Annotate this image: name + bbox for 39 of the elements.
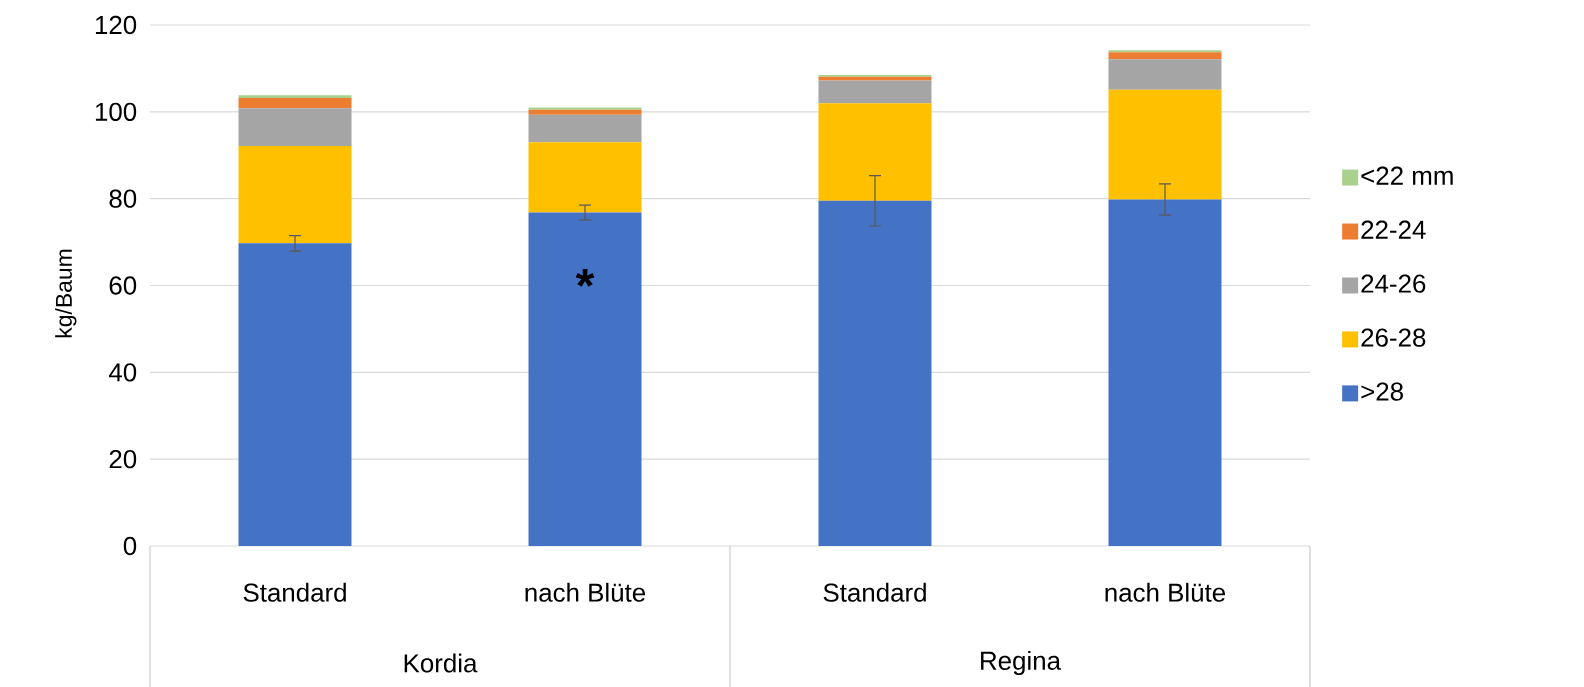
bar — [238, 97, 352, 109]
bar — [528, 109, 642, 115]
bar — [528, 114, 642, 143]
legend-label: <22 mm — [1361, 166, 1453, 185]
bar — [528, 107, 642, 110]
y-tick-label: 0 — [123, 536, 137, 556]
y-tick-label: 20 — [109, 449, 137, 469]
x-tick-label: nach Blüte — [1105, 582, 1225, 602]
bar — [238, 108, 352, 147]
bar — [238, 146, 352, 244]
bar — [818, 76, 932, 81]
legend-label: 22-24 — [1361, 220, 1426, 239]
x-tick-label: Standard — [823, 582, 926, 602]
bar — [1108, 52, 1222, 60]
bar — [1108, 199, 1222, 546]
y-tick-label: 120 — [95, 15, 137, 35]
y-axis-title: kg/Baum — [55, 249, 77, 338]
bar — [818, 200, 932, 546]
annotation: * — [575, 269, 595, 287]
legend-label: 26-28 — [1361, 328, 1426, 347]
text: Regina — [981, 650, 1062, 676]
bar — [528, 212, 642, 546]
bar — [818, 80, 932, 104]
bar — [1108, 59, 1222, 90]
bar — [238, 243, 352, 546]
y-tick-label: 100 — [95, 102, 137, 121]
bar — [818, 103, 932, 201]
x-tick-label: Standard — [243, 582, 346, 602]
text: Kordia — [404, 653, 478, 673]
bar — [1108, 50, 1222, 53]
x-tick-label: nach Blüte — [525, 582, 646, 602]
legend-label: 24-26 — [1361, 274, 1426, 293]
legend-label: >28 — [1361, 382, 1403, 401]
y-tick-label: 60 — [109, 276, 137, 295]
bar — [1108, 89, 1222, 200]
bar — [238, 95, 352, 98]
bar — [528, 142, 642, 213]
y-tick-label: 40 — [108, 363, 137, 382]
y-tick-label: 80 — [109, 189, 137, 208]
